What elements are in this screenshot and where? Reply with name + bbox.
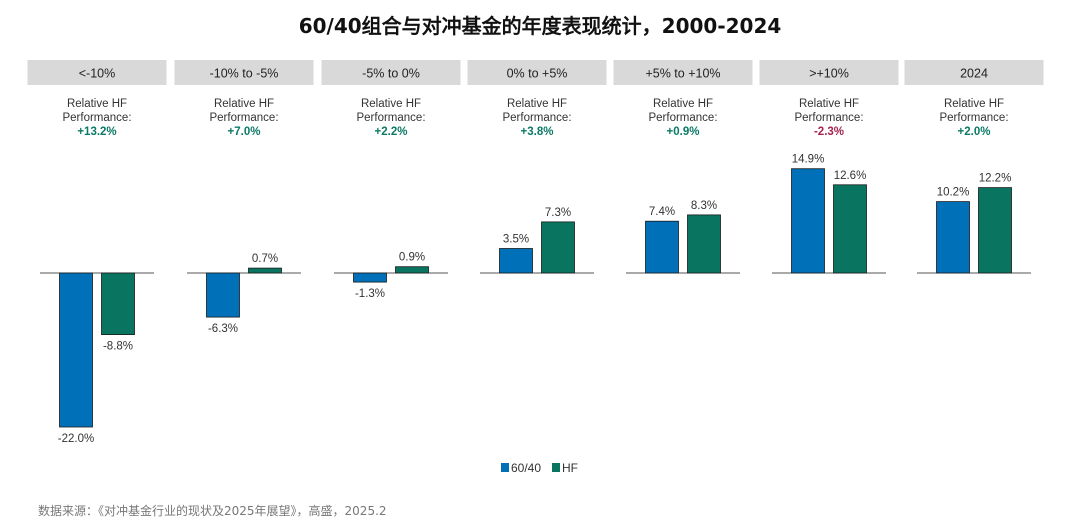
bar-data-label: 12.6% xyxy=(834,170,867,182)
bar-data-label: -1.3% xyxy=(355,288,385,300)
annotation-label: Relative HF xyxy=(67,98,127,110)
bar-6040 xyxy=(645,220,679,274)
bar-6040 xyxy=(791,168,825,274)
bar-hf xyxy=(541,221,575,274)
annotation-label: Relative HF xyxy=(944,98,1004,110)
annotation-label: Relative HF xyxy=(361,98,421,110)
chart-title: 60/40组合与对冲基金的年度表现统计，2000-2024 xyxy=(298,14,782,38)
annotation-label: Performance: xyxy=(939,112,1008,124)
source-note: 数据来源：《对冲基金行业的现状及2025年展望》，高盛，2025.2 xyxy=(38,504,387,518)
bar-data-label: 8.3% xyxy=(691,200,717,212)
category-header-label: >+10% xyxy=(809,67,849,81)
bar-data-label: 0.7% xyxy=(252,253,278,265)
bar-hf xyxy=(101,272,135,335)
bar-data-label: 10.2% xyxy=(937,187,970,199)
bar-hf xyxy=(248,267,282,274)
bar-6040 xyxy=(206,272,240,318)
bar-6040 xyxy=(59,272,93,428)
bar-data-label: 14.9% xyxy=(792,154,825,166)
category-header-box xyxy=(467,60,607,85)
legend-swatch-6040 xyxy=(501,463,509,472)
category-header-label: <-10% xyxy=(79,67,115,81)
category-header-box xyxy=(904,60,1044,85)
bar-data-label: 7.4% xyxy=(649,206,675,218)
bar-hf xyxy=(395,266,429,274)
annotation-label: Performance: xyxy=(62,112,131,124)
category-header-box xyxy=(174,60,314,85)
category-header-label: -5% to 0% xyxy=(362,67,420,81)
annotation-label: Performance: xyxy=(794,112,863,124)
relative-performance-value: +7.0% xyxy=(228,126,261,138)
bar-data-label: 0.9% xyxy=(399,252,425,264)
annotation-label: Relative HF xyxy=(653,98,713,110)
bar-data-label: 12.2% xyxy=(979,173,1012,185)
category-header-label: +5% to +10% xyxy=(645,67,720,81)
bar-hf xyxy=(687,214,721,274)
relative-performance-value: +2.2% xyxy=(375,126,408,138)
relative-performance-value: +13.2% xyxy=(77,126,116,138)
bar-data-label: 7.3% xyxy=(545,207,571,219)
bar-6040 xyxy=(499,248,533,274)
relative-performance-value: +3.8% xyxy=(521,126,554,138)
annotation-label: Relative HF xyxy=(214,98,274,110)
category-header-label: 2024 xyxy=(960,67,988,81)
bar-hf xyxy=(978,187,1012,274)
annotation-label: Performance: xyxy=(502,112,571,124)
bar-data-label: 3.5% xyxy=(503,234,529,246)
annotation-label: Performance: xyxy=(209,112,278,124)
bar-6040 xyxy=(353,272,387,283)
bar-data-label: -22.0% xyxy=(58,433,94,445)
bar-hf xyxy=(833,184,867,274)
annotation-label: Performance: xyxy=(356,112,425,124)
category-header-label: 0% to +5% xyxy=(507,67,568,81)
relative-performance-value: +0.9% xyxy=(667,126,700,138)
annotation-label: Relative HF xyxy=(507,98,567,110)
category-header-box xyxy=(321,60,461,85)
category-header-box xyxy=(613,60,753,85)
relative-performance-value: +2.0% xyxy=(958,126,991,138)
legend-swatch-hf xyxy=(552,463,560,472)
annotation-label: Relative HF xyxy=(799,98,859,110)
category-header-box xyxy=(27,60,167,85)
relative-performance-value: -2.3% xyxy=(814,126,844,138)
legend-label-6040: 60/40 xyxy=(511,461,541,475)
category-header-label: -10% to -5% xyxy=(210,67,279,81)
category-header-box xyxy=(759,60,899,85)
legend-label-hf: HF xyxy=(562,461,578,475)
bar-6040 xyxy=(936,201,970,274)
bar-data-label: -8.8% xyxy=(103,341,133,353)
annotation-label: Performance: xyxy=(648,112,717,124)
bar-data-label: -6.3% xyxy=(208,323,238,335)
